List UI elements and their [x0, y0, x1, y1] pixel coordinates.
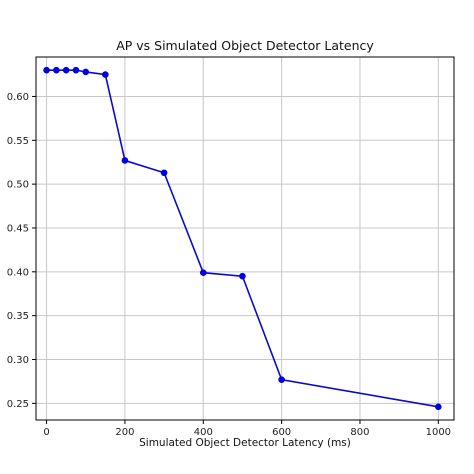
data-point — [43, 66, 50, 74]
x-tick-label: 0 — [43, 427, 49, 438]
data-point — [121, 157, 129, 164]
data-point — [199, 269, 207, 276]
data-point — [278, 376, 285, 383]
x-tick-label: 200 — [115, 427, 134, 438]
y-tick-label: 0.45 — [7, 223, 29, 234]
x-tick-label: 1000 — [426, 427, 451, 438]
x-axis-label: Simulated Object Detector Latency (ms) — [139, 437, 351, 449]
data-point — [239, 272, 246, 280]
y-tick-label: 0.50 — [7, 180, 29, 191]
x-tick-label: 400 — [194, 427, 213, 438]
x-axis: 0 200 400 600 800 1000 — [43, 420, 451, 438]
y-tick-label: 0.25 — [7, 399, 29, 410]
x-tick-label: 600 — [272, 427, 291, 438]
y-tick-label: 0.60 — [7, 92, 29, 103]
y-tick-label: 0.35 — [7, 311, 29, 322]
y-axis: 0.25 0.30 0.35 0.40 0.45 0.50 0.55 0.60 — [7, 92, 36, 410]
series-line-group — [43, 66, 442, 411]
y-tick-label: 0.55 — [7, 136, 29, 147]
data-point — [82, 68, 90, 76]
chart-title: AP vs Simulated Object Detector Latency — [116, 38, 374, 53]
y-tick-label: 0.40 — [7, 267, 29, 278]
series-line — [46, 69, 439, 408]
data-point — [53, 66, 60, 74]
plot-frame — [35, 56, 455, 421]
data-point — [102, 71, 109, 78]
data-point — [160, 169, 168, 177]
x-tick-label: 800 — [350, 427, 369, 438]
data-point — [72, 66, 80, 74]
y-tick-label: 0.30 — [7, 355, 29, 366]
data-point — [435, 403, 442, 411]
data-point — [62, 66, 70, 74]
grid-lines — [36, 57, 454, 420]
